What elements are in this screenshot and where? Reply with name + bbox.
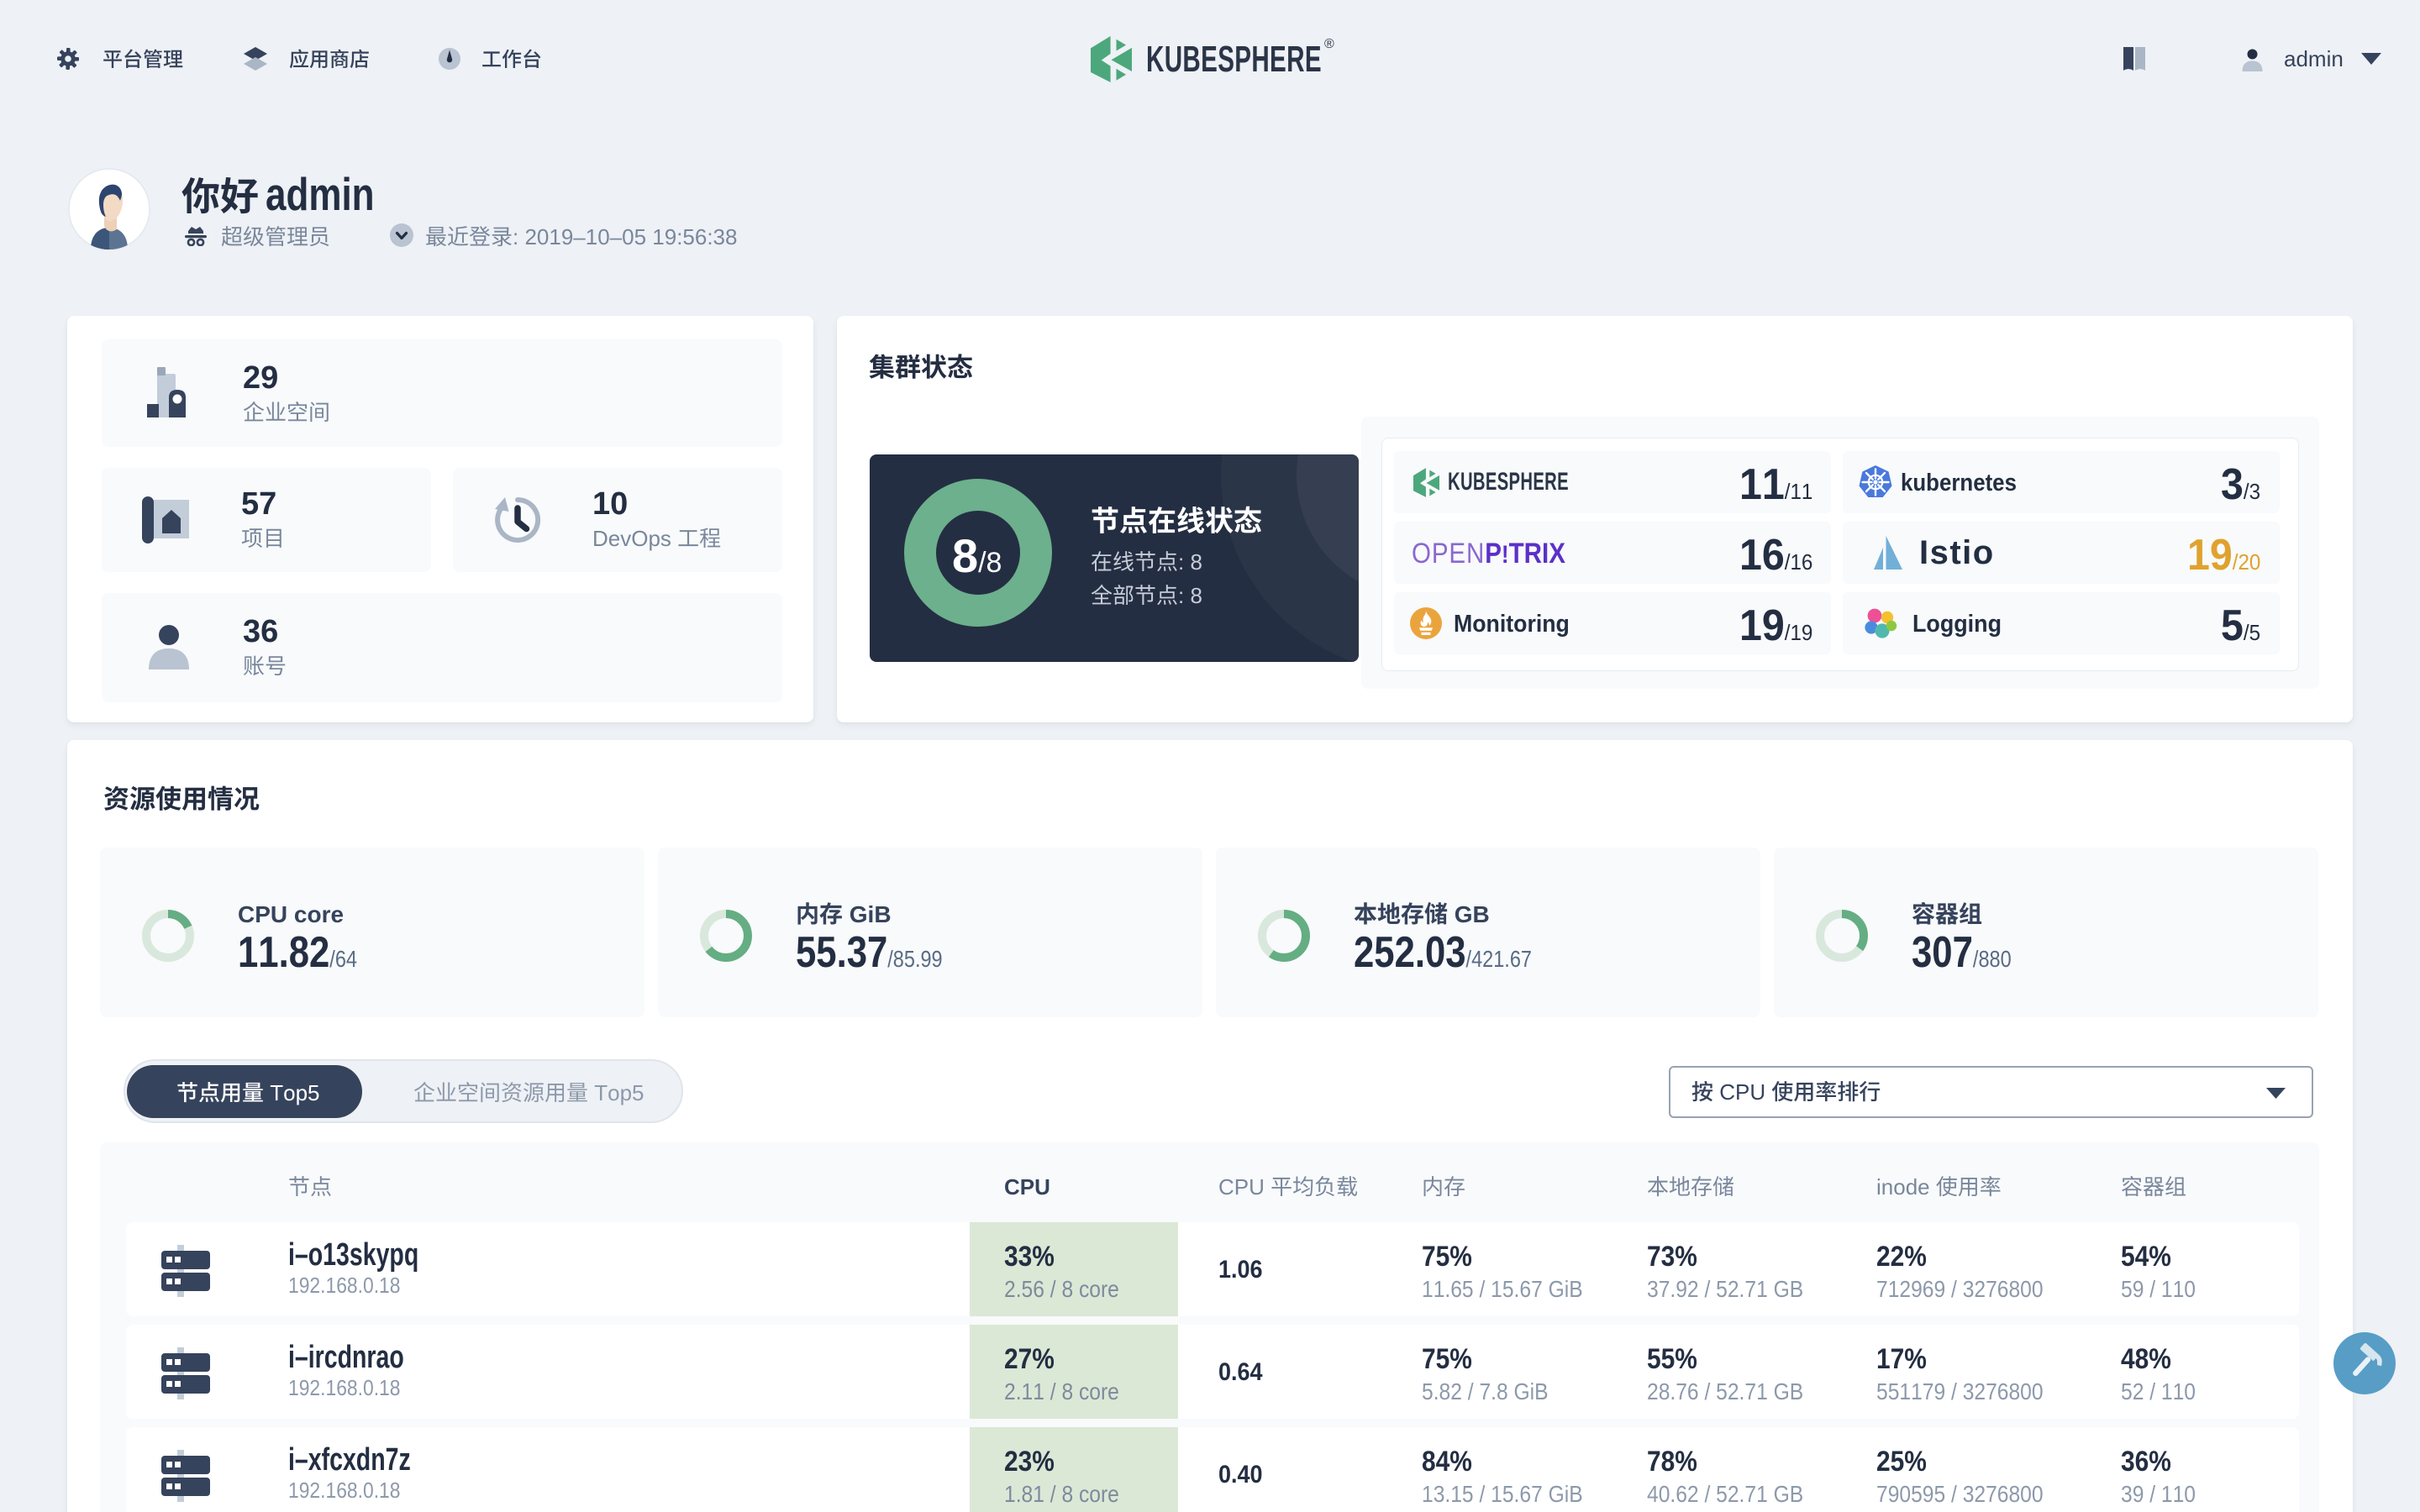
svg-text:52 / 110: 52 / 110 — [2121, 1378, 2196, 1405]
svg-text:kubernetes: kubernetes — [1901, 469, 2017, 496]
svg-text:: 2019–10–05 19:56:38: : 2019–10–05 19:56:38 — [513, 224, 737, 249]
svg-text:2.11 / 8 core: 2.11 / 8 core — [1004, 1378, 1119, 1405]
svg-text:DevOps: DevOps — [592, 526, 677, 551]
svg-text:27%: 27% — [1004, 1342, 1055, 1374]
svg-text:307: 307 — [1912, 929, 1973, 977]
svg-text:84%: 84% — [1422, 1445, 1472, 1477]
svg-text:23%: 23% — [1004, 1445, 1055, 1477]
svg-text:CPU core: CPU core — [238, 901, 344, 927]
svg-text:5: 5 — [2221, 601, 2244, 649]
svg-text:inode: inode — [1876, 1174, 1936, 1200]
svg-text:®: ® — [1324, 37, 1334, 51]
svg-text:OPEN: OPEN — [1412, 537, 1485, 569]
svg-text:11: 11 — [1739, 459, 1785, 508]
svg-text:2.56 / 8 core: 2.56 / 8 core — [1004, 1276, 1119, 1303]
svg-text:/19: /19 — [1785, 621, 1813, 645]
svg-text:/85.99: /85.99 — [887, 947, 942, 972]
svg-text:19: 19 — [2187, 530, 2233, 579]
svg-text:37.92 / 52.71 GB: 37.92 / 52.71 GB — [1647, 1276, 1803, 1303]
svg-text:/20: /20 — [2233, 550, 2261, 575]
svg-text:551179 / 3276800: 551179 / 3276800 — [1876, 1378, 2044, 1405]
svg-text:: 8: : 8 — [1178, 549, 1202, 575]
svg-text:19: 19 — [1739, 601, 1785, 649]
svg-text:0.64: 0.64 — [1218, 1358, 1263, 1387]
svg-text:CPU: CPU — [1218, 1174, 1270, 1200]
svg-text:75%: 75% — [1422, 1240, 1472, 1272]
svg-text:CPU: CPU — [1713, 1079, 1771, 1105]
svg-text:3: 3 — [2221, 459, 2244, 508]
svg-text:192.168.0.18: 192.168.0.18 — [288, 1274, 400, 1299]
svg-text:CPU: CPU — [1004, 1174, 1050, 1200]
svg-text:5.82 / 7.8 GiB: 5.82 / 7.8 GiB — [1422, 1378, 1549, 1405]
svg-text:Logging: Logging — [1912, 610, 2002, 637]
svg-text:admin: admin — [2284, 46, 2344, 71]
svg-text:33%: 33% — [1004, 1240, 1055, 1272]
svg-text:i–ircdnrao: i–ircdnrao — [288, 1340, 404, 1375]
svg-text:790595 / 3276800: 790595 / 3276800 — [1876, 1481, 2044, 1508]
svg-text:admin: admin — [266, 168, 375, 220]
svg-text:57: 57 — [241, 486, 276, 522]
svg-text:KUBESPHERE: KUBESPHERE — [1146, 38, 1322, 79]
svg-text:8: 8 — [952, 529, 978, 582]
svg-text:192.168.0.18: 192.168.0.18 — [288, 1377, 400, 1401]
svg-text:59 / 110: 59 / 110 — [2121, 1276, 2196, 1303]
svg-text:17%: 17% — [1876, 1342, 1927, 1374]
svg-text:GB: GB — [1448, 901, 1490, 927]
svg-text:GiB: GiB — [843, 901, 892, 927]
svg-text:39 / 110: 39 / 110 — [2121, 1481, 2196, 1508]
svg-text:10: 10 — [592, 486, 628, 522]
svg-text:54%: 54% — [2121, 1240, 2171, 1272]
svg-text:16: 16 — [1739, 530, 1785, 579]
svg-text:73%: 73% — [1647, 1240, 1697, 1272]
svg-text:0.40: 0.40 — [1218, 1461, 1263, 1489]
svg-text:/16: /16 — [1785, 550, 1813, 575]
svg-text:1.06: 1.06 — [1218, 1256, 1263, 1284]
svg-text:!: ! — [1502, 540, 1509, 568]
svg-text:KUBESPHERE: KUBESPHERE — [1448, 468, 1569, 496]
svg-text:55%: 55% — [1647, 1342, 1697, 1374]
svg-text:/5: /5 — [2244, 621, 2260, 645]
svg-text:TRIX: TRIX — [1509, 537, 1565, 569]
svg-text:Top5: Top5 — [264, 1080, 320, 1105]
svg-text:22%: 22% — [1876, 1240, 1927, 1272]
svg-text:/421.67: /421.67 — [1466, 947, 1532, 972]
svg-text:40.62 / 52.71 GB: 40.62 / 52.71 GB — [1647, 1481, 1803, 1508]
svg-text:/8: /8 — [978, 547, 1002, 579]
svg-text:55.37: 55.37 — [796, 929, 887, 977]
svg-text:28.76 / 52.71 GB: 28.76 / 52.71 GB — [1647, 1378, 1803, 1405]
svg-text:13.15 / 15.67 GiB: 13.15 / 15.67 GiB — [1422, 1481, 1583, 1508]
svg-text:/11: /11 — [1785, 480, 1813, 504]
svg-text:192.168.0.18: 192.168.0.18 — [288, 1479, 400, 1504]
svg-text:78%: 78% — [1647, 1445, 1697, 1477]
svg-text:: 8: : 8 — [1178, 583, 1202, 608]
svg-text:712969 / 3276800: 712969 / 3276800 — [1876, 1276, 2044, 1303]
svg-text:Top5: Top5 — [588, 1080, 644, 1105]
svg-text:25%: 25% — [1876, 1445, 1927, 1477]
svg-text:36: 36 — [243, 614, 278, 649]
svg-text:75%: 75% — [1422, 1342, 1472, 1374]
svg-text:36%: 36% — [2121, 1445, 2171, 1477]
svg-text:11.65 / 15.67 GiB: 11.65 / 15.67 GiB — [1422, 1276, 1583, 1303]
svg-text:1.81 / 8 core: 1.81 / 8 core — [1004, 1481, 1119, 1508]
svg-text:/3: /3 — [2244, 480, 2260, 504]
svg-text:P: P — [1485, 537, 1502, 569]
svg-text:48%: 48% — [2121, 1342, 2171, 1374]
svg-text:252.03: 252.03 — [1354, 929, 1466, 977]
svg-text:Monitoring: Monitoring — [1454, 610, 1570, 637]
svg-text:11.82: 11.82 — [238, 929, 329, 977]
svg-text:i–xfcxdn7z: i–xfcxdn7z — [288, 1442, 411, 1478]
svg-text:Istio: Istio — [1919, 534, 1995, 571]
svg-text:/880: /880 — [1973, 947, 2012, 972]
svg-text:i–o13skypq: i–o13skypq — [288, 1237, 418, 1273]
svg-text:29: 29 — [243, 360, 278, 396]
svg-text:/64: /64 — [329, 947, 357, 972]
